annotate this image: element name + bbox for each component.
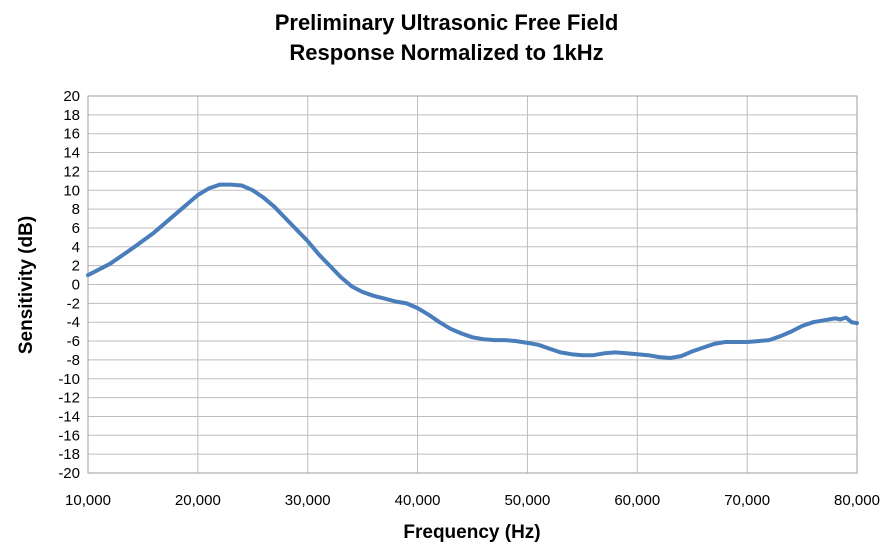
x-axis-title: Frequency (Hz) <box>403 522 540 543</box>
y-tick-label: 0 <box>72 277 80 294</box>
chart-title-line-1: Preliminary Ultrasonic Free Field <box>274 10 619 35</box>
plot-area-border <box>87 95 858 474</box>
y-tick-label: -10 <box>58 371 80 388</box>
y-axis-title: Sensitivity (dB) <box>16 216 37 354</box>
y-tick-label: 2 <box>72 258 80 275</box>
y-tick-label: 20 <box>63 88 80 105</box>
x-tick-label: 70,000 <box>724 492 770 509</box>
y-tick-labels: 20181614121086420-2-4-6-8-10-12-14-16-18… <box>58 88 80 482</box>
y-tick-label: -4 <box>67 314 80 331</box>
y-tick-label: 6 <box>72 220 80 237</box>
y-tick-label: -20 <box>58 465 80 482</box>
series-layer <box>86 182 859 360</box>
x-tick-label: 50,000 <box>504 492 550 509</box>
series-line-1 <box>86 182 859 360</box>
y-tick-label: -12 <box>58 390 80 407</box>
y-tick-label: -8 <box>67 352 80 369</box>
y-tick-label: 14 <box>63 145 80 162</box>
x-tick-label: 20,000 <box>175 492 221 509</box>
x-tick-label: 80,000 <box>834 492 880 509</box>
x-tick-labels: 10,000 20,000 30,000 40,000 50,000 60,000 70,0… <box>65 492 880 509</box>
x-tick-label: 10,000 <box>65 492 111 509</box>
y-tick-label: 4 <box>72 239 80 256</box>
chart-title-line-2: Response Normalized to 1kHz <box>289 40 604 65</box>
y-tick-label: 16 <box>63 126 80 143</box>
x-tick-label: 40,000 <box>395 492 441 509</box>
y-tick-label: -6 <box>67 333 80 350</box>
y-tick-label: 8 <box>72 201 80 218</box>
x-tick-label: 30,000 <box>285 492 331 509</box>
y-tick-label: -18 <box>58 446 80 463</box>
y-tick-label: -16 <box>58 427 80 444</box>
y-tick-label: 10 <box>63 182 80 199</box>
y-tick-label: 12 <box>63 163 80 180</box>
x-tick-label: 60,000 <box>614 492 660 509</box>
y-tick-label: 18 <box>63 107 80 124</box>
y-tick-label: -2 <box>67 295 80 312</box>
chart-title: Preliminary Ultrasonic Free Field Respon… <box>0 8 893 68</box>
gridlines <box>87 95 858 474</box>
y-tick-label: -14 <box>58 408 80 425</box>
